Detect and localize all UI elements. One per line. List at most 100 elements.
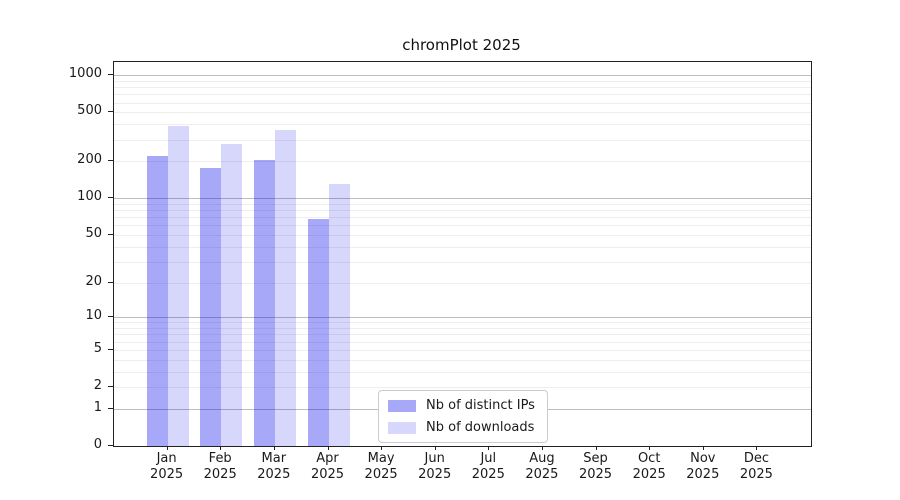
minor-gridline — [114, 371, 811, 373]
x-tick-mark — [541, 446, 543, 450]
minor-gridline — [114, 139, 811, 141]
x-tick-year: 2025 — [150, 466, 184, 482]
x-tick-label-oct: Oct 2025 — [619, 451, 679, 482]
minor-gridline — [114, 322, 811, 324]
x-tick-year: 2025 — [739, 466, 773, 482]
minor-gridline — [114, 246, 811, 248]
x-tick-label-feb: Feb 2025 — [190, 451, 250, 482]
minor-gridline — [114, 234, 811, 236]
x-tick-month: Dec — [743, 451, 769, 466]
x-tick-mark — [756, 446, 758, 450]
minor-gridline — [114, 328, 811, 329]
y-tick-label: 200 — [77, 152, 102, 168]
bar-apr-distinct-ips — [307, 218, 329, 446]
y-tick-label: 2 — [93, 378, 102, 393]
x-tick-mark — [488, 446, 490, 450]
minor-gridline — [114, 102, 811, 104]
x-tick-label-jun: Jun 2025 — [405, 451, 465, 482]
x-tick-month: Jun — [424, 451, 445, 466]
bar-mar-downloads — [274, 129, 296, 446]
minor-gridline — [114, 349, 811, 351]
minor-gridline — [114, 387, 811, 388]
y-tick-mark — [108, 282, 113, 283]
x-tick-label-mar: Mar 2025 — [244, 451, 304, 482]
y-tick-label: 20 — [85, 273, 102, 289]
y-tick-mark — [108, 316, 113, 317]
y-tick-mark — [108, 349, 113, 350]
x-tick-mark — [702, 446, 704, 450]
minor-gridline — [114, 112, 811, 114]
y-tick-mark — [108, 74, 113, 75]
bar-jan-distinct-ips — [146, 156, 168, 446]
x-tick-label-sep: Sep 2025 — [566, 451, 626, 482]
minor-gridline — [114, 203, 811, 205]
y-tick-mark — [108, 408, 113, 409]
y-tick-label: 50 — [85, 225, 102, 241]
minor-gridline — [114, 334, 811, 336]
x-tick-mark — [595, 446, 597, 450]
legend-swatch-distinct-ips — [388, 399, 416, 412]
y-tick-mark — [108, 445, 113, 446]
x-tick-label-aug: Aug 2025 — [512, 451, 572, 482]
x-tick-mark — [327, 446, 329, 450]
x-tick-month: Feb — [208, 451, 232, 466]
minor-gridline — [114, 282, 811, 284]
x-tick-year: 2025 — [418, 466, 452, 482]
x-tick-label-jan: Jan 2025 — [137, 451, 197, 482]
x-tick-mark — [220, 446, 222, 450]
legend-item-downloads: Nb of downloads — [388, 420, 535, 435]
x-tick-year: 2025 — [471, 466, 505, 482]
x-tick-mark — [649, 446, 651, 450]
bar-jan-downloads — [167, 126, 189, 446]
x-tick-month: May — [367, 451, 395, 466]
x-tick-year: 2025 — [525, 466, 559, 482]
x-tick-month: Mar — [261, 451, 287, 466]
x-tick-mark — [166, 446, 168, 450]
y-tick-label: 1000 — [68, 66, 102, 82]
x-tick-year: 2025 — [686, 466, 720, 482]
legend-label-distinct-ips: Nb of distinct IPs — [426, 398, 535, 413]
x-tick-year: 2025 — [632, 466, 666, 482]
minor-gridline — [114, 87, 811, 88]
x-tick-month: Aug — [529, 451, 555, 466]
y-tick-mark — [108, 197, 113, 198]
minor-gridline — [114, 341, 811, 343]
x-tick-year: 2025 — [310, 466, 345, 482]
y-tick-mark — [108, 160, 113, 161]
major-gridline — [114, 317, 811, 319]
legend-swatch-downloads — [388, 421, 416, 434]
y-tick-label: 10 — [85, 308, 102, 324]
y-tick-mark — [108, 111, 113, 112]
bar-feb-distinct-ips — [200, 168, 222, 446]
x-tick-label-apr: Apr 2025 — [298, 451, 358, 482]
chart-title: chromPlot 2025 — [402, 36, 521, 54]
x-tick-month: Sep — [583, 451, 608, 466]
x-tick-year: 2025 — [203, 466, 237, 482]
minor-gridline — [114, 261, 811, 263]
minor-gridline — [114, 124, 811, 126]
minor-gridline — [114, 225, 811, 227]
x-tick-month: Jul — [480, 451, 497, 466]
y-tick-mark — [108, 386, 113, 387]
x-tick-mark — [381, 446, 383, 450]
minor-gridline — [114, 217, 811, 219]
major-gridline — [114, 198, 811, 200]
x-tick-month: Nov — [690, 451, 716, 466]
x-tick-year: 2025 — [364, 466, 398, 482]
x-tick-year: 2025 — [578, 466, 613, 482]
minor-gridline — [114, 210, 811, 212]
x-tick-label-dec: Dec 2025 — [726, 451, 786, 482]
bar-apr-downloads — [328, 184, 350, 446]
minor-gridline — [114, 94, 811, 96]
x-tick-mark — [273, 446, 275, 450]
x-tick-mark — [434, 446, 436, 450]
legend: Nb of distinct IPs Nb of downloads — [378, 390, 548, 443]
y-tick-label: 1 — [93, 399, 102, 415]
minor-gridline — [114, 80, 811, 82]
x-tick-month: Apr — [316, 451, 339, 466]
y-tick-label: 0 — [93, 437, 102, 452]
major-gridline — [114, 75, 811, 77]
x-tick-year: 2025 — [257, 466, 291, 482]
bar-feb-downloads — [221, 144, 243, 446]
